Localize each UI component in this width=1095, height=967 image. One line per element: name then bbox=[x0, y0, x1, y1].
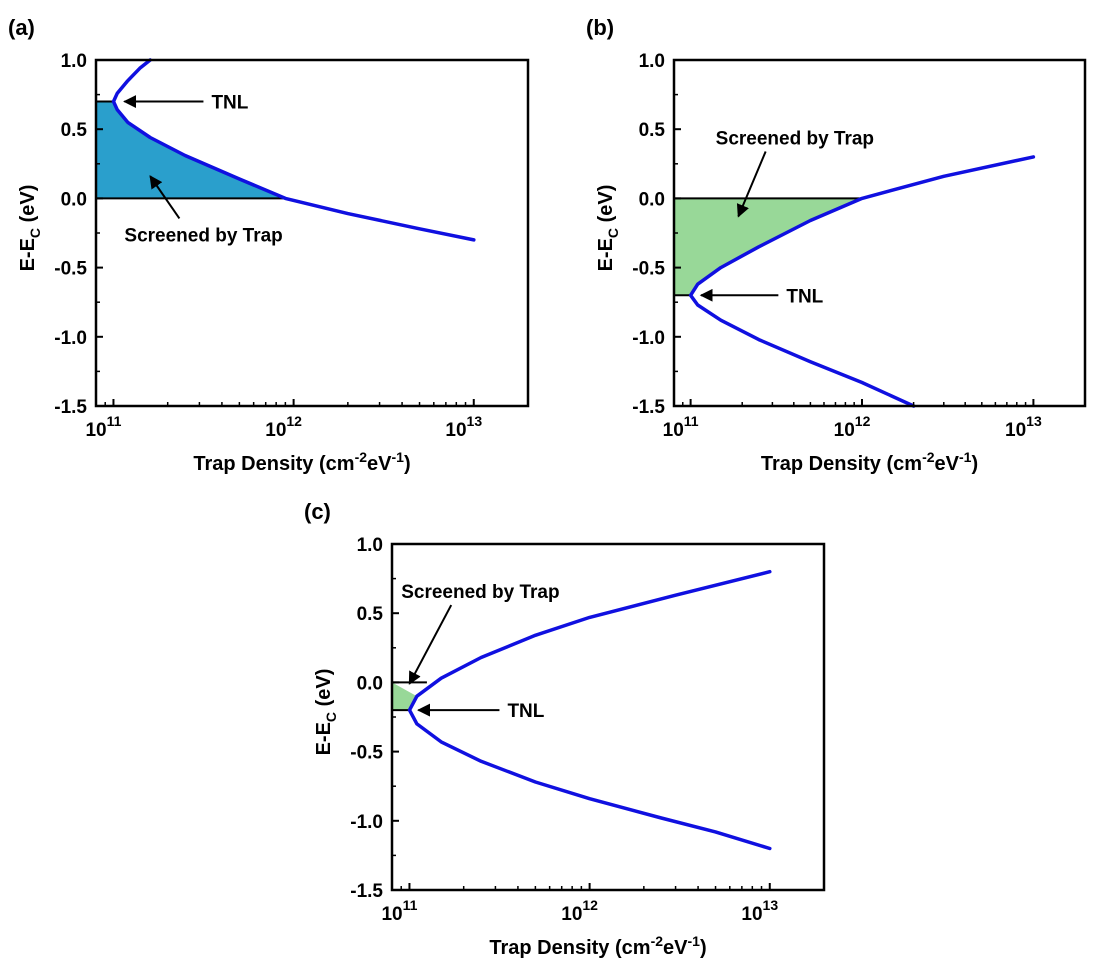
x-tick-label: 1011 bbox=[381, 897, 417, 925]
chart-panel: -1.5 -1.0 -0.5 0.0 0.5 1.0 1011 1012 1013 Trap De… bbox=[304, 499, 826, 959]
y-tick-label: -0.5 bbox=[350, 743, 383, 764]
y-tick-label: 0.5 bbox=[61, 120, 88, 141]
y-tick-label: 0.0 bbox=[61, 189, 87, 210]
screened-label: Screened by Trap bbox=[716, 129, 874, 150]
tnl-label: TNL bbox=[507, 701, 544, 722]
screened-label: Screened by Trap bbox=[401, 582, 559, 603]
y-tick-label: -1.5 bbox=[632, 397, 665, 418]
x-tick-label: 1012 bbox=[561, 897, 598, 925]
y-tick-label: 1.0 bbox=[639, 51, 665, 72]
y-tick-label: -0.5 bbox=[54, 259, 87, 280]
y-axis-label: E-EC (eV) bbox=[17, 185, 43, 272]
y-tick-label: -1.0 bbox=[632, 328, 665, 349]
y-tick-label: -1.5 bbox=[350, 881, 383, 902]
x-tick-label: 1012 bbox=[265, 413, 302, 441]
x-axis-label: Trap Density (cm-2eV-1) bbox=[489, 933, 706, 959]
y-tick-label: 1.0 bbox=[61, 51, 87, 72]
x-tick-label: 1011 bbox=[85, 413, 121, 441]
tnl-label: TNL bbox=[786, 286, 823, 307]
annotation-arrow bbox=[149, 175, 181, 219]
y-tick-label: 1.0 bbox=[357, 535, 383, 556]
screened-label: Screened by Trap bbox=[124, 225, 282, 246]
y-tick-label: 0.5 bbox=[639, 120, 666, 141]
y-tick-label: -1.0 bbox=[350, 812, 383, 833]
trap-density-curve bbox=[407, 569, 772, 851]
y-tick-label: -0.5 bbox=[632, 259, 665, 280]
chart-panel: -1.5 -1.0 -0.5 0.0 0.5 1.0 1011 1012 1013 Trap De… bbox=[8, 15, 530, 475]
y-tick-label: 0.5 bbox=[357, 604, 384, 625]
panel-label: (c) bbox=[304, 499, 331, 524]
tnl-label: TNL bbox=[211, 93, 248, 114]
x-tick-label: 1011 bbox=[663, 413, 699, 441]
x-axis-label: Trap Density (cm-2eV-1) bbox=[761, 449, 978, 475]
y-tick-label: 0.0 bbox=[357, 673, 383, 694]
y-tick-label: 0.0 bbox=[639, 189, 665, 210]
x-tick-label: 1013 bbox=[1005, 413, 1042, 441]
annotation-arrow bbox=[408, 604, 453, 685]
panel-label: (b) bbox=[586, 15, 614, 40]
y-axis-label: E-EC (eV) bbox=[313, 669, 339, 756]
y-axis-label: E-EC (eV) bbox=[595, 185, 621, 272]
screened-region bbox=[392, 682, 417, 711]
x-tick-label: 1013 bbox=[741, 897, 778, 925]
trap-density-curve bbox=[111, 58, 476, 242]
trap-density-curve bbox=[688, 155, 1036, 408]
chart-panel: -1.5 -1.0 -0.5 0.0 0.5 1.0 1011 1012 1013 Trap De… bbox=[586, 15, 1087, 475]
annotation-arrow bbox=[736, 151, 767, 218]
x-tick-label: 1012 bbox=[834, 413, 871, 441]
x-axis-label: Trap Density (cm-2eV-1) bbox=[193, 449, 410, 475]
screened-region bbox=[674, 198, 862, 296]
y-tick-label: -1.0 bbox=[54, 328, 87, 349]
x-tick-label: 1013 bbox=[445, 413, 482, 441]
y-tick-label: -1.5 bbox=[54, 397, 87, 418]
screened-region bbox=[96, 101, 286, 199]
panel-label: (a) bbox=[8, 15, 35, 40]
